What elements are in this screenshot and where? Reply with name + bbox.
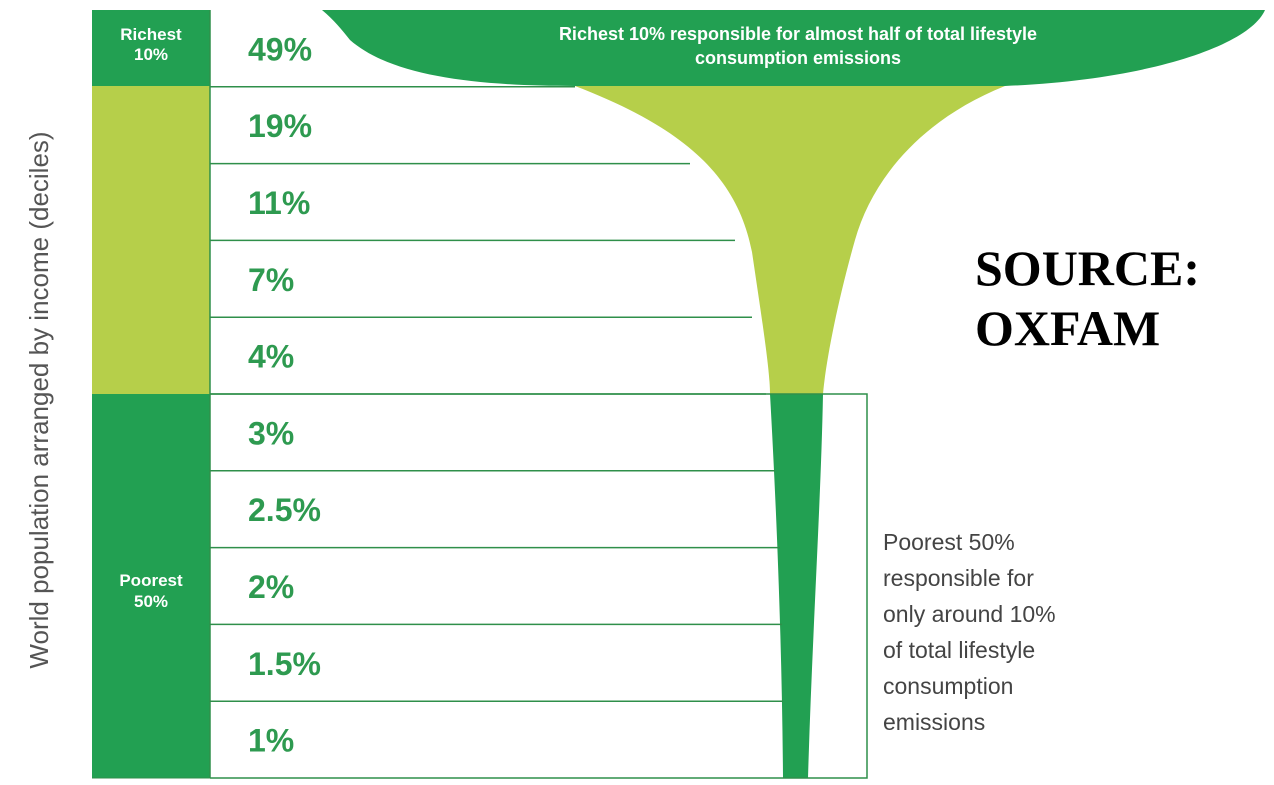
poorest-annotation-line5: consumption (883, 673, 1013, 699)
decile-row-lines (92, 10, 783, 779)
poorest-annotation-line4: of total lifestyle (883, 637, 1035, 663)
decile-value-label: 11% (248, 185, 310, 221)
funnel-richest-decile (322, 10, 1265, 86)
funnel-middle-deciles (575, 86, 1005, 394)
richest-annotation-line1: Richest 10% responsible for almost half … (559, 24, 1037, 44)
poorest-annotation: Poorest 50% responsible for only around … (883, 529, 1056, 735)
poorest-annotation-line1: Poorest 50% (883, 529, 1015, 555)
middle-deciles-cell (92, 86, 210, 394)
richest-group-label-line1: Richest (120, 25, 182, 44)
decile-value-label: 7% (248, 262, 294, 298)
decile-value-label: 1% (248, 723, 294, 759)
richest-group-label-line2: 10% (134, 45, 168, 64)
decile-value-label: 1.5% (248, 646, 321, 682)
poorest-annotation-line6: emissions (883, 709, 985, 735)
poorest-annotation-line2: responsible for (883, 565, 1034, 591)
decile-value-label: 3% (248, 415, 294, 451)
source-label-line1: SOURCE: (975, 240, 1200, 296)
decile-value-label: 19% (248, 108, 312, 144)
poorest-group-label-line1: Poorest (119, 571, 183, 590)
decile-value-label: 49% (248, 31, 312, 67)
poorest-group-label-line2: 50% (134, 592, 168, 611)
poorest-bracket-outline (210, 393, 868, 779)
decile-value-label: 2% (248, 569, 294, 605)
source-label-line2: OXFAM (975, 300, 1160, 356)
y-axis-label: World population arranged by income (dec… (24, 131, 54, 668)
funnel-poorest-deciles (770, 394, 823, 778)
poorest-annotation-line3: only around 10% (883, 601, 1056, 627)
decile-value-label: 2.5% (248, 492, 321, 528)
richest-decile-cell (92, 10, 210, 86)
decile-value-labels: 49% 19% 11% 7% 4% 3% 2.5% 2% 1.5% 1% (248, 31, 321, 758)
decile-value-label: 4% (248, 339, 294, 375)
richest-annotation-line2: consumption emissions (695, 48, 901, 68)
poorest-deciles-cell (92, 394, 210, 778)
